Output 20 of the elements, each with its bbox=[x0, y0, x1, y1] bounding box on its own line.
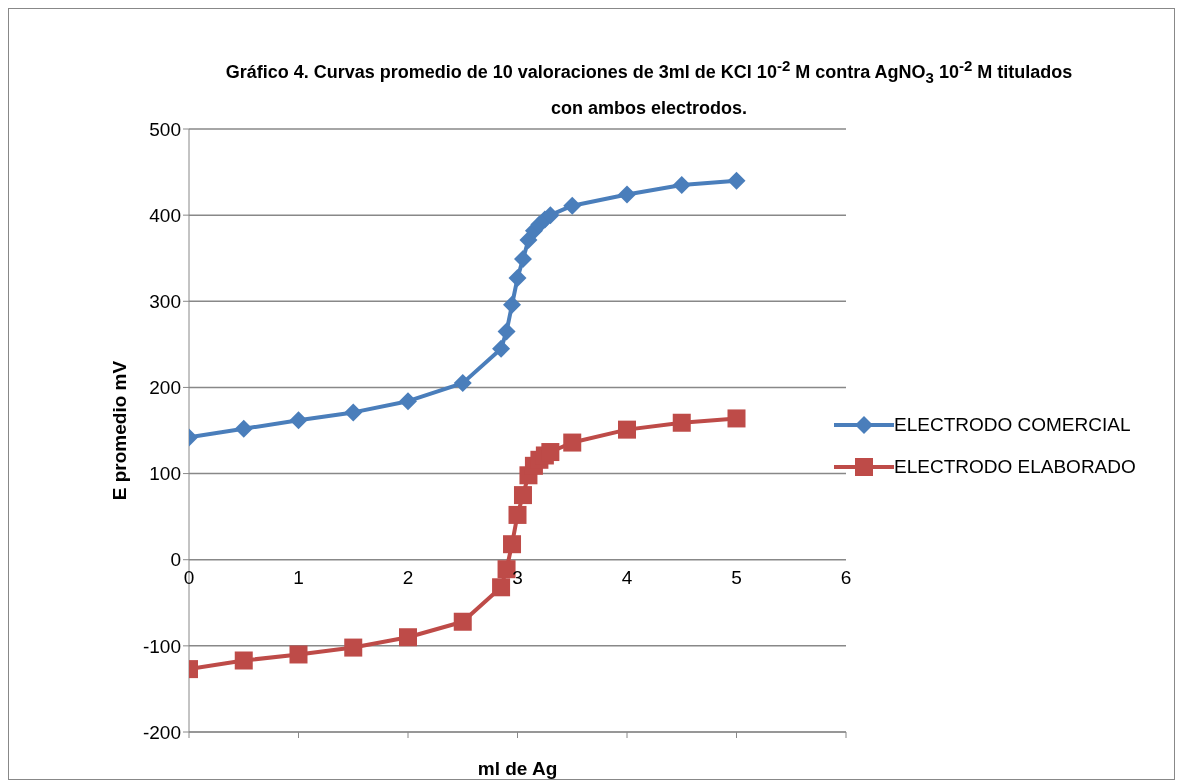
y-tick-label: 300 bbox=[149, 291, 181, 313]
y-tick-label: 0 bbox=[170, 549, 181, 571]
chart-title: Gráfico 4. Curvas promedio de 10 valoraciones de 3ml de KCl 10$^{-2}$ M contra AgNO$_{3}$ 10$^{-2}$ M titulados con ambos electrodos. bbox=[225, 57, 1073, 118]
legend-label: ELECTRODO ELABORADO bbox=[894, 456, 1136, 478]
legend-label: ELECTRODO COMERCIAL bbox=[894, 414, 1131, 436]
x-tick-label: 1 bbox=[293, 566, 304, 588]
y-tick-label: 500 bbox=[149, 118, 181, 140]
x-tick-label: 3 bbox=[512, 566, 523, 588]
x-tick-label: 4 bbox=[621, 566, 633, 588]
x-tick-label: 0 bbox=[183, 566, 195, 588]
y-tick-label: -100 bbox=[142, 635, 181, 657]
x-axis-title: ml de Ag bbox=[477, 758, 558, 779]
y-tick-label: 100 bbox=[149, 463, 181, 485]
x-tick-label: 2 bbox=[402, 566, 414, 588]
x-tick-label: 5 bbox=[731, 566, 742, 588]
y-tick-label: 200 bbox=[149, 377, 181, 399]
y-tick-label: 400 bbox=[149, 204, 181, 226]
y-tick-label: -200 bbox=[142, 721, 181, 743]
y-axis-title: E promedio mV bbox=[108, 360, 130, 501]
x-tick-label: 6 bbox=[840, 566, 852, 588]
